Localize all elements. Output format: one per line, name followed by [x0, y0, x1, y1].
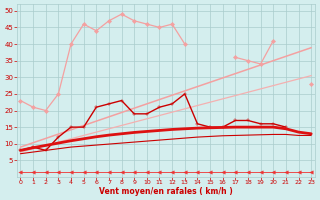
X-axis label: Vent moyen/en rafales ( km/h ): Vent moyen/en rafales ( km/h ): [99, 187, 233, 196]
